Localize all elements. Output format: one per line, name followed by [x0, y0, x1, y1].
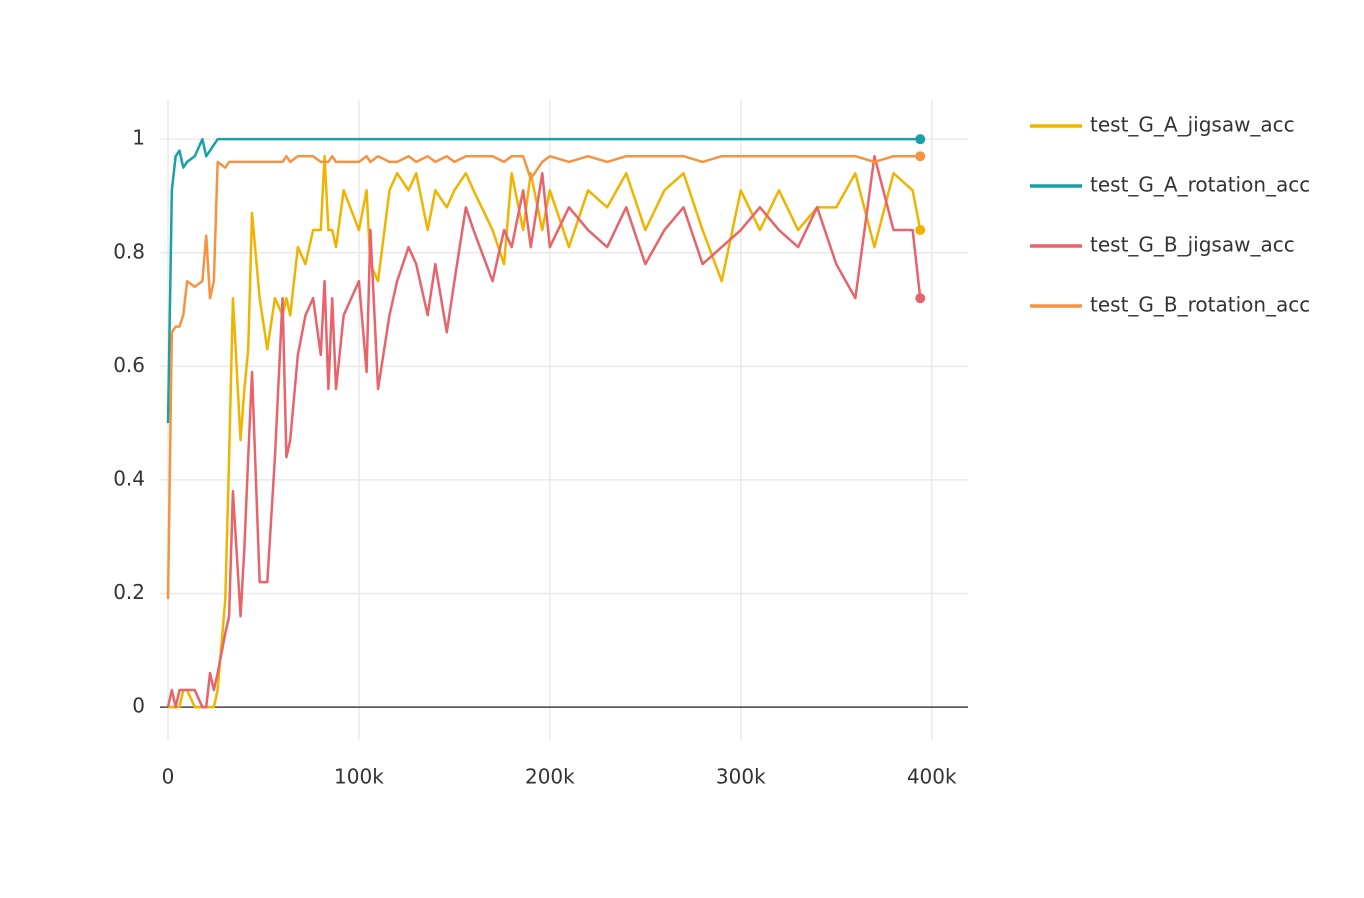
x-tick-label: 200k — [525, 765, 575, 789]
legend-label: test_G_B_jigsaw_acc — [1090, 233, 1295, 257]
legend-label: test_G_A_rotation_acc — [1090, 173, 1310, 197]
end-marker — [915, 151, 926, 162]
end-marker — [915, 225, 926, 236]
legend-label: test_G_A_jigsaw_acc — [1090, 113, 1295, 137]
y-tick-label: 0.8 — [113, 239, 145, 263]
x-tick-label: 400k — [907, 765, 957, 789]
series-line — [166, 154, 922, 709]
end-marker — [915, 134, 926, 145]
y-tick-label: 0.2 — [113, 580, 145, 604]
legend-label: test_G_B_rotation_acc — [1090, 293, 1310, 317]
y-tick-label: 0 — [132, 694, 145, 718]
end-marker — [915, 293, 926, 304]
y-tick-label: 0.6 — [113, 353, 145, 377]
x-tick-label: 300k — [716, 765, 766, 789]
y-tick-label: 0.4 — [113, 466, 145, 490]
series-line — [166, 137, 921, 424]
series-line — [168, 154, 922, 709]
y-tick-label: 1 — [132, 126, 145, 150]
series-line — [166, 154, 921, 600]
x-tick-label: 100k — [334, 765, 384, 789]
x-tick-label: 0 — [162, 765, 175, 789]
